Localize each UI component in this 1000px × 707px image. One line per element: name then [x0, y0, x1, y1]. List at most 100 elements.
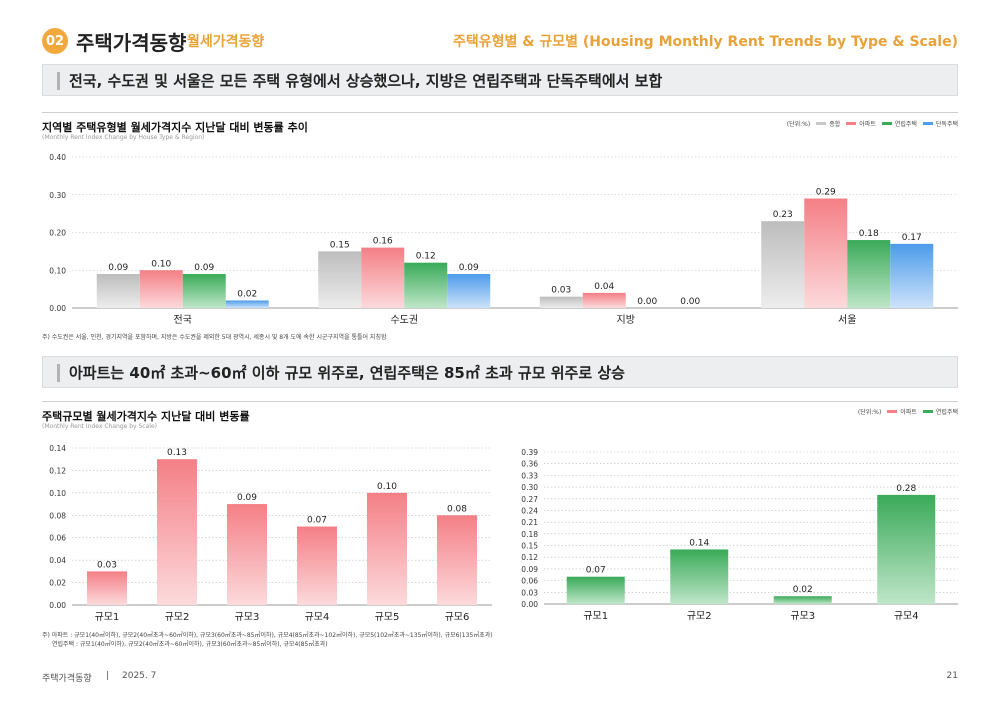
x-category-label: 규모1	[95, 612, 120, 623]
bar	[582, 292, 626, 308]
bar	[804, 198, 848, 308]
bar	[297, 526, 337, 605]
bar	[361, 247, 405, 308]
y-tick-label: 0.36	[521, 460, 538, 469]
y-tick-label: 0.20	[49, 229, 66, 238]
data-label: 0.07	[586, 566, 606, 576]
section1-headline-box: 전국, 수도권 및 서울은 모든 주택 유형에서 상승했으나, 지방은 연립주택…	[42, 64, 958, 96]
y-tick-label: 0.00	[521, 600, 538, 609]
data-label: 0.10	[377, 482, 397, 492]
data-label: 0.28	[896, 484, 916, 494]
data-label: 0.00	[637, 297, 657, 307]
data-label: 0.09	[108, 263, 128, 273]
bar	[437, 515, 477, 605]
data-label: 0.09	[194, 263, 214, 273]
data-label: 0.02	[793, 585, 813, 595]
chart2-title: 주택규모별 월세가격지수 지난달 대비 변동률	[42, 410, 250, 423]
data-label: 0.07	[307, 516, 327, 526]
data-label: 0.15	[330, 240, 350, 250]
chart1-footnote: 주) 수도권은 서울, 인천, 경기지역을 포함하며, 지방은 수도권을 제외한…	[42, 334, 387, 341]
bar	[877, 494, 936, 604]
legend-swatch	[816, 122, 827, 125]
footer-publication: 주택가격동향	[42, 674, 92, 684]
bar	[182, 274, 226, 308]
y-tick-label: 0.10	[49, 489, 66, 498]
legend-apartment: 아파트	[846, 119, 876, 128]
y-tick-label: 0.12	[49, 466, 66, 475]
legend-label: 연립주택	[935, 409, 958, 416]
bar	[539, 296, 583, 308]
data-label: 0.03	[551, 286, 571, 296]
data-label: 0.09	[459, 263, 479, 273]
chart1-subtitle: (Monthly Rent Index Change by House Type…	[42, 134, 205, 141]
x-category-label: 수도권	[390, 314, 418, 326]
x-category-label: 규모4	[894, 611, 919, 622]
x-category-label: 규모2	[165, 612, 190, 623]
bar	[447, 274, 491, 308]
y-tick-label: 0.06	[521, 577, 538, 586]
bar	[404, 262, 448, 308]
footer-date: 2025. 7	[122, 671, 157, 681]
y-tick-label: 0.18	[521, 530, 538, 539]
chart2-apartment-scale-bar-chart: 0.00 0.02 0.04 0.06 0.08 0.10 0.12 0.14 0.03 0.13…	[49, 444, 492, 623]
y-tick-label: 0.40	[49, 153, 66, 162]
y-tick-label: 0.39	[521, 448, 538, 457]
data-label: 0.18	[859, 229, 879, 239]
page-section-title: 주택유형별 & 규모별 (Housing Monthly Rent Trends…	[453, 34, 958, 50]
data-label: 0.16	[373, 237, 393, 247]
y-tick-label: 0.33	[521, 471, 538, 480]
x-category-label: 규모2	[687, 611, 712, 622]
x-category-label: 규모6	[445, 612, 470, 623]
y-tick-label: 0.14	[49, 444, 66, 453]
y-tick-label: 0.04	[49, 556, 66, 565]
y-tick-label: 0.24	[521, 506, 538, 515]
chart2-footnote-rowhouse: 연립주택 : 규모1(40㎡이하), 규모2(40㎡초과~60㎡이하), 규모3…	[52, 641, 328, 648]
x-category-label: 규모4	[305, 612, 330, 623]
bar	[227, 504, 267, 605]
chart2-footnote-apartment: 주) 아파트 : 규모1(40㎡이하), 규모2(40㎡초과~60㎡이하), 규…	[42, 632, 493, 639]
y-tick-label: 0.10	[49, 266, 66, 275]
data-label: 0.09	[237, 493, 257, 503]
bar	[670, 549, 729, 604]
y-tick-label: 0.30	[521, 483, 538, 492]
chart1-title: 지역별 주택유형별 월세가격지수 지난달 대비 변동률 추이	[42, 121, 308, 134]
y-tick-label: 0.08	[49, 511, 66, 520]
y-tick-label: 0.00	[49, 601, 66, 610]
data-label: 0.12	[416, 252, 436, 262]
divider	[42, 112, 958, 113]
chart1-unit: (단위:%)	[786, 121, 811, 128]
chart2-subtitle: (Monthly Rent Index Change by Scale)	[42, 423, 157, 430]
x-category-label: 전국	[174, 314, 192, 326]
data-label: 0.23	[773, 210, 793, 220]
y-tick-label: 0.03	[521, 588, 538, 597]
data-label: 0.03	[97, 560, 117, 570]
bar	[773, 596, 832, 604]
data-label: 0.08	[447, 504, 467, 514]
y-tick-label: 0.15	[521, 542, 538, 551]
chart2-unit: (단위:%)	[857, 409, 882, 416]
section2-headline-box: 아파트는 40㎡ 초과~60㎡ 이하 규모 위주로, 연립주택은 85㎡ 초과 …	[42, 356, 958, 388]
bar	[139, 270, 183, 308]
bar	[566, 576, 625, 604]
bar	[847, 240, 891, 308]
legend-label: 종합	[829, 121, 841, 128]
data-label: 0.17	[902, 233, 922, 243]
chart3-rowhouse-scale-bar-chart: 0.00 0.03 0.06 0.09 0.12 0.15 0.18 0.21 0.24 0.27…	[521, 448, 958, 622]
y-tick-label: 0.12	[521, 553, 538, 562]
headline-marker	[57, 72, 60, 90]
divider	[42, 401, 958, 402]
y-tick-label: 0.06	[49, 534, 66, 543]
legend-label: 연립주택	[894, 121, 917, 128]
legend-swatch	[846, 122, 857, 125]
bar	[157, 459, 197, 605]
y-tick-label: 0.00	[49, 304, 66, 313]
legend-row-house: 연립주택	[881, 119, 917, 128]
y-tick-label: 0.02	[49, 579, 66, 588]
y-tick-label: 0.09	[521, 565, 538, 574]
data-label: 0.02	[237, 289, 257, 299]
bar	[890, 243, 934, 308]
legend-row-house: 연립주택	[922, 407, 958, 416]
data-label: 0.04	[594, 282, 614, 292]
legend-label: 아파트	[900, 409, 917, 416]
x-category-label: 서울	[838, 314, 856, 326]
